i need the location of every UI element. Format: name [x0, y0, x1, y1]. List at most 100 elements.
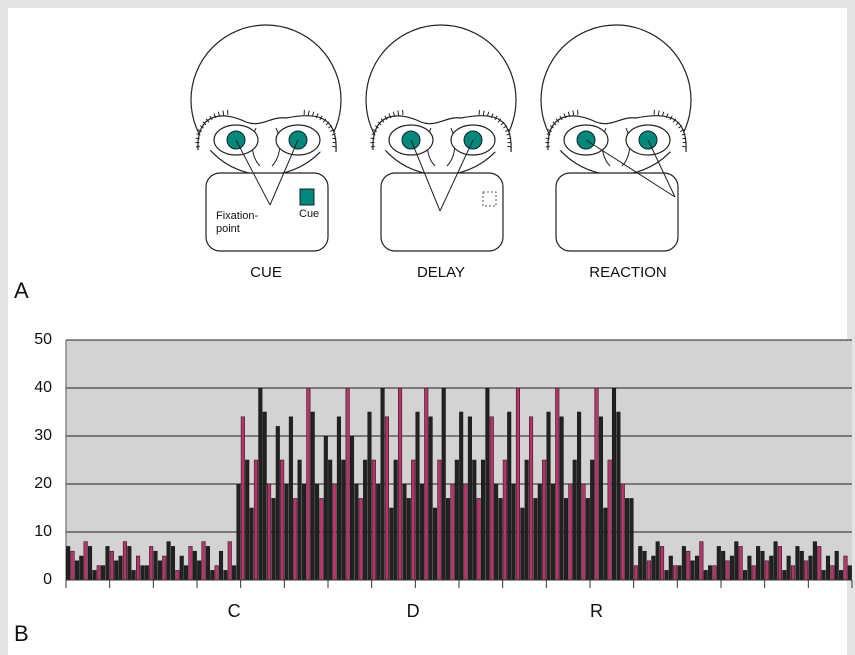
- bar: [686, 551, 690, 580]
- bar: [721, 551, 725, 580]
- bar: [494, 484, 498, 580]
- cue-label: Cue: [299, 208, 319, 220]
- bar: [499, 498, 503, 580]
- bar: [438, 460, 442, 580]
- bar: [311, 412, 315, 580]
- bar: [647, 561, 651, 580]
- bar: [643, 551, 647, 580]
- hair: [332, 138, 336, 139]
- bar: [368, 412, 372, 580]
- bar: [735, 542, 739, 580]
- bar: [804, 561, 808, 580]
- bar: [704, 570, 708, 580]
- bar: [617, 412, 621, 580]
- bar: [80, 556, 84, 580]
- bar: [97, 566, 101, 580]
- bar: [202, 542, 206, 580]
- bar: [481, 460, 485, 580]
- x-tick-label: D: [407, 601, 420, 621]
- bar: [171, 546, 175, 580]
- bar: [324, 436, 328, 580]
- bar: [813, 542, 817, 580]
- bar: [285, 484, 289, 580]
- bar: [390, 508, 394, 580]
- bar: [328, 460, 332, 580]
- bar: [551, 484, 555, 580]
- bar: [713, 566, 717, 580]
- bar: [132, 570, 136, 580]
- hair: [196, 138, 200, 139]
- x-tick-label: C: [228, 601, 241, 621]
- bar: [787, 556, 791, 580]
- bar: [774, 542, 778, 580]
- bar: [158, 561, 162, 580]
- y-tick-label: 40: [34, 379, 52, 396]
- y-tick-label: 20: [34, 475, 52, 492]
- bar: [708, 566, 712, 580]
- bar: [433, 508, 437, 580]
- bar: [250, 508, 254, 580]
- bar: [219, 551, 223, 580]
- fixation-label: Fixation-: [216, 210, 259, 222]
- bar: [652, 556, 656, 580]
- bar: [75, 561, 79, 580]
- face: [541, 25, 691, 251]
- bar: [93, 570, 97, 580]
- bar: [791, 566, 795, 580]
- bar: [800, 551, 804, 580]
- bar: [280, 460, 284, 580]
- bar: [769, 556, 773, 580]
- bar: [302, 484, 306, 580]
- hair: [371, 138, 375, 139]
- x-tick-label: R: [590, 601, 603, 621]
- bar: [298, 460, 302, 580]
- bar: [84, 542, 88, 580]
- bar: [320, 498, 324, 580]
- bar: [293, 498, 297, 580]
- y-tick-label: 10: [34, 523, 52, 540]
- bar: [180, 556, 184, 580]
- bar: [638, 546, 642, 580]
- bar: [363, 460, 367, 580]
- bar: [660, 546, 664, 580]
- bar: [88, 546, 92, 580]
- bar: [726, 561, 730, 580]
- bar: [237, 484, 241, 580]
- bar: [521, 508, 525, 580]
- plot-area: [66, 340, 852, 580]
- bar: [839, 570, 843, 580]
- bar: [473, 460, 477, 580]
- bar: [232, 566, 236, 580]
- head: [366, 25, 516, 175]
- bar: [429, 417, 433, 580]
- bar: [193, 551, 197, 580]
- bar: [342, 460, 346, 580]
- bar: [730, 556, 734, 580]
- bar: [700, 542, 704, 580]
- bar: [682, 546, 686, 580]
- bar: [835, 551, 839, 580]
- bar: [315, 484, 319, 580]
- bar: [599, 417, 603, 580]
- bar: [673, 566, 677, 580]
- bar: [542, 460, 546, 580]
- bar: [608, 460, 612, 580]
- face: [366, 25, 516, 251]
- bar: [350, 436, 354, 580]
- bar: [625, 498, 629, 580]
- bar: [154, 551, 158, 580]
- bar: [612, 388, 616, 580]
- bar: [691, 561, 695, 580]
- bar: [573, 460, 577, 580]
- bar: [145, 566, 149, 580]
- bar: [355, 484, 359, 580]
- bar: [525, 460, 529, 580]
- bar: [752, 566, 756, 580]
- bar: [656, 542, 660, 580]
- fixation-label: point: [216, 223, 240, 235]
- bar: [743, 570, 747, 580]
- bar: [621, 484, 625, 580]
- bar: [381, 388, 385, 580]
- bar: [455, 460, 459, 580]
- bar: [564, 498, 568, 580]
